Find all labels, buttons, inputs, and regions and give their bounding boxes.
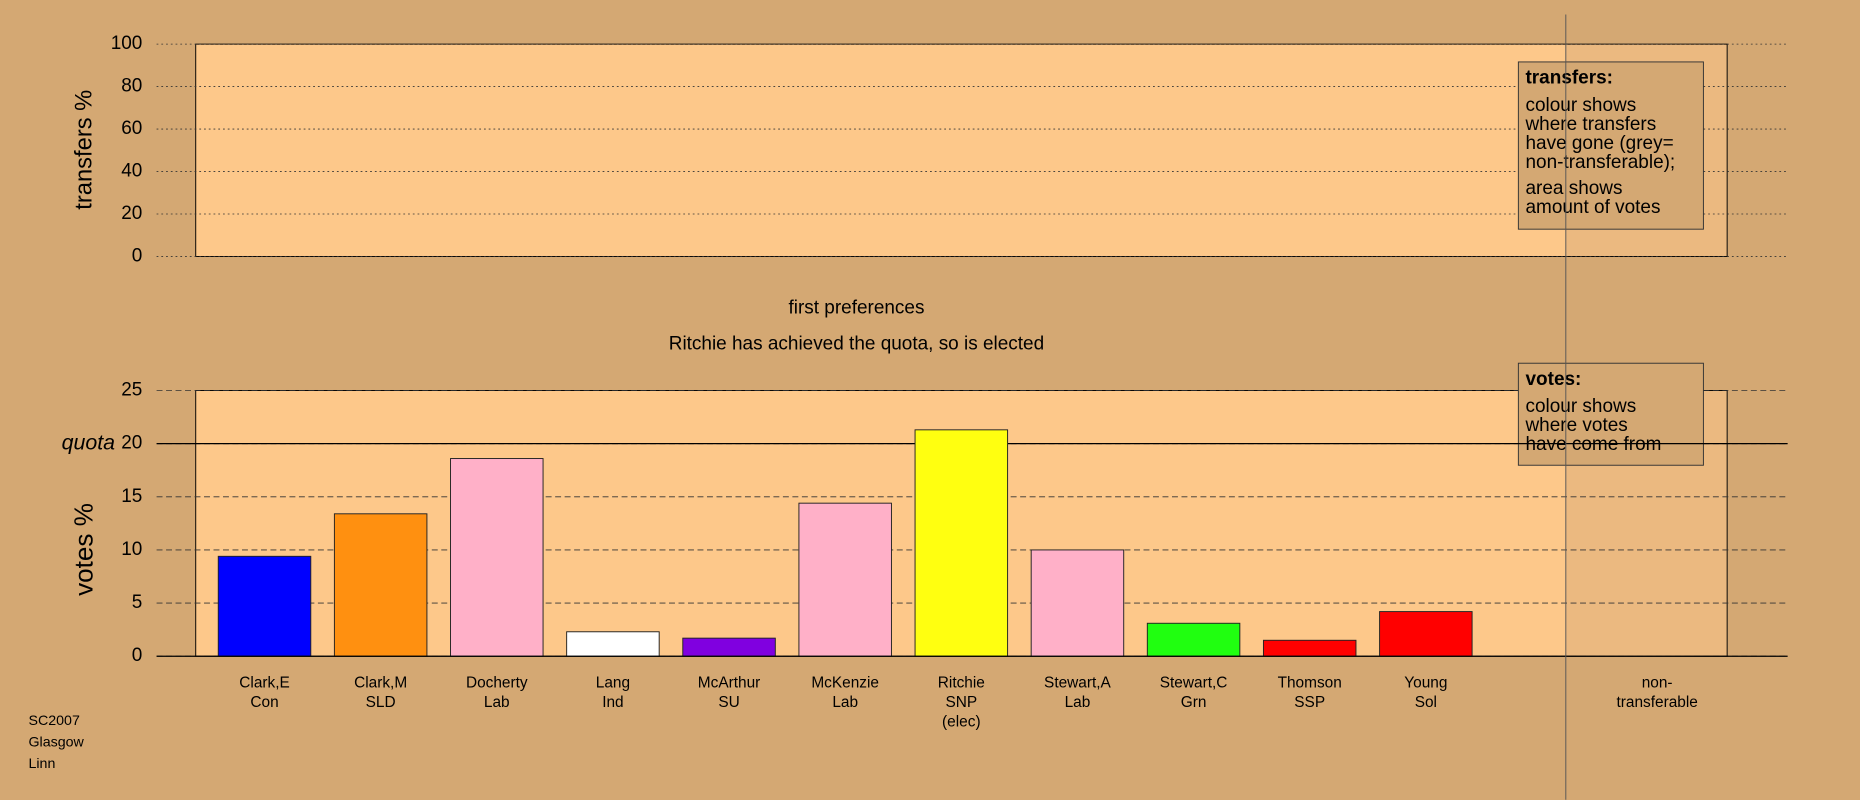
legend-text: area shows <box>1525 178 1622 199</box>
bar <box>1379 611 1473 657</box>
y-tick-label: 60 <box>121 118 142 139</box>
legend-title: votes: <box>1525 369 1581 390</box>
legend-box <box>1517 61 1704 230</box>
bar <box>682 637 776 657</box>
legend-text: where votes <box>1524 415 1627 436</box>
legend-text: where transfers <box>1524 114 1656 135</box>
x-tick-label: Lab <box>484 694 510 711</box>
x-tick-label: Sol <box>1415 694 1437 711</box>
legend-text: have gone (grey= <box>1525 133 1673 154</box>
bar <box>1262 639 1357 657</box>
x-tick-label: SU <box>718 694 739 711</box>
legend-text: have come from <box>1525 434 1661 455</box>
x-tick-label: Lab <box>1065 694 1091 711</box>
footer-text: Glasgow <box>28 735 84 751</box>
chart-title: first preferences <box>788 298 924 319</box>
y-tick-label: 0 <box>132 645 143 666</box>
x-tick-label: Lang <box>596 675 630 692</box>
x-tick-label: Thomson <box>1278 675 1342 692</box>
legend-text: amount of votes <box>1525 197 1660 218</box>
x-tick-label: Clark,M <box>354 675 407 692</box>
x-tick-label: McArthur <box>698 675 761 692</box>
x-tick-label: Clark,E <box>239 675 290 692</box>
y-tick-label: 20 <box>121 433 142 454</box>
x-tick-label: Docherty <box>466 675 528 692</box>
x-tick-label: SSP <box>1294 694 1325 711</box>
legend-text: colour shows <box>1525 396 1636 417</box>
y-tick-label: 100 <box>111 33 143 54</box>
bar <box>1030 549 1125 657</box>
bar <box>1146 622 1241 657</box>
legend-box <box>1517 362 1704 466</box>
x-tick-label: Ritchie <box>938 675 985 692</box>
x-tick-label: McKenzie <box>811 675 879 692</box>
x-tick-label: Lab <box>832 694 858 711</box>
x-tick-label: (elec) <box>942 714 981 731</box>
x-tick-label: Ind <box>602 694 623 711</box>
y-tick-label: 25 <box>121 380 142 401</box>
plot-area <box>195 43 1728 257</box>
bar <box>333 513 428 657</box>
y-axis-label: votes % <box>68 503 98 596</box>
x-tick-label: transferable <box>1616 694 1697 711</box>
x-tick-label: Stewart,A <box>1044 675 1112 692</box>
legend-text: non-transferable); <box>1525 152 1675 173</box>
footer-text: SC2007 <box>28 713 79 729</box>
y-tick-label: 10 <box>121 539 142 560</box>
bar <box>566 631 660 657</box>
x-tick-label: non- <box>1642 675 1673 692</box>
bar <box>914 429 1009 657</box>
bar <box>217 555 312 657</box>
x-tick-label: Stewart,C <box>1160 675 1228 692</box>
x-tick-label: Grn <box>1181 694 1207 711</box>
y-tick-label: 0 <box>132 245 143 266</box>
bar <box>798 502 892 657</box>
footer-text: Linn <box>28 756 55 772</box>
legend-text: colour shows <box>1525 95 1636 116</box>
y-axis-label: transfers % <box>72 90 98 210</box>
y-tick-label: 40 <box>121 161 142 182</box>
y-tick-label: 15 <box>121 486 142 507</box>
y-tick-label: 20 <box>121 203 142 224</box>
x-tick-label: SNP <box>945 694 977 711</box>
x-tick-label: Young <box>1404 675 1447 692</box>
quota-label: quota <box>62 430 116 454</box>
y-tick-label: 80 <box>121 76 142 97</box>
y-tick-label: 5 <box>132 592 143 613</box>
x-tick-label: SLD <box>366 694 396 711</box>
x-tick-label: Con <box>250 694 278 711</box>
legend-title: transfers: <box>1525 68 1612 89</box>
chart-subtitle: Ritchie has achieved the quota, so is el… <box>669 333 1044 354</box>
bar <box>450 458 544 657</box>
